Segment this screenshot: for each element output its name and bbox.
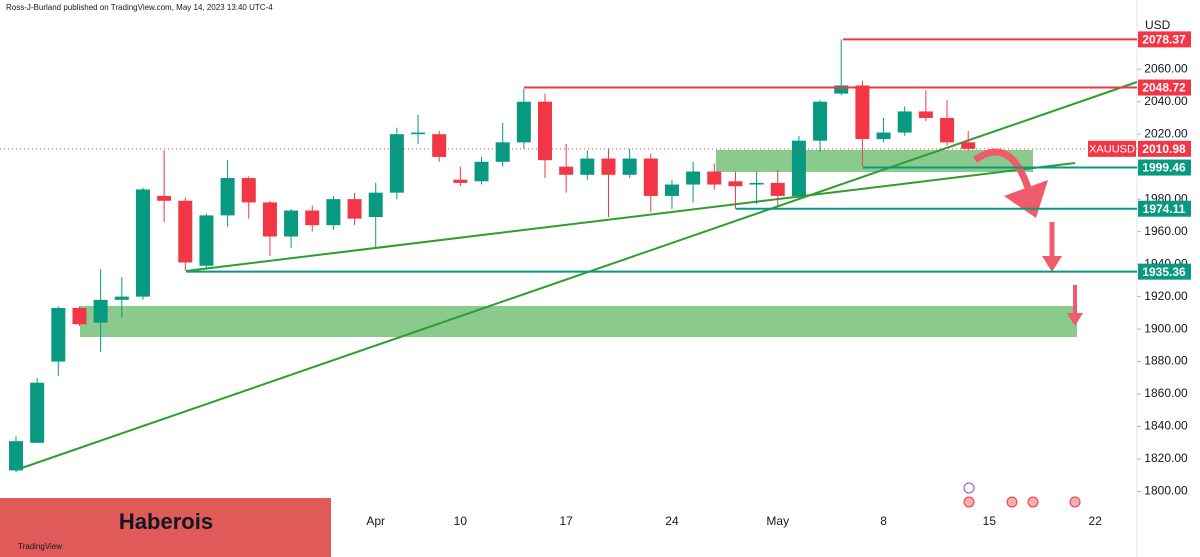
candle-body [622, 158, 637, 175]
level-label: 2048.72 [1142, 81, 1186, 95]
candle-body [601, 158, 616, 175]
candle-body [368, 192, 383, 218]
candle-body [707, 171, 722, 185]
last-price-box [1138, 140, 1191, 157]
y-tick-label: 1900.00 [1144, 321, 1188, 335]
currency: USD [1145, 18, 1171, 32]
candle-body [389, 134, 404, 193]
level-label-box [1138, 159, 1191, 176]
brand-box [0, 498, 331, 557]
arrow-head [1042, 256, 1062, 272]
y-tick-label: 2040.00 [1144, 94, 1188, 108]
level-label: 1935.36 [1142, 265, 1186, 279]
event-icon [1027, 496, 1039, 508]
candle-body [855, 85, 870, 140]
candle-body [262, 202, 277, 237]
candle-body [114, 296, 129, 300]
level-label-box [1138, 263, 1191, 280]
candle-body [241, 178, 256, 203]
candle-body [305, 210, 320, 226]
event-icon [1006, 496, 1018, 508]
candle-body [199, 215, 214, 266]
symbol-label: XAUUSD [1089, 144, 1135, 156]
candle-body [178, 200, 193, 263]
event-icon [963, 482, 975, 494]
y-tick-label: 1920.00 [1144, 289, 1188, 303]
candle-body [9, 441, 23, 471]
event-icon [963, 496, 975, 508]
level-label-box [1138, 79, 1191, 96]
x-tick-label: 24 [665, 514, 679, 528]
event-icon [1069, 496, 1081, 508]
x-tick-label: 22 [1088, 514, 1102, 528]
x-tick-label: 8 [880, 514, 887, 528]
candle-body [347, 199, 362, 219]
candle-body [135, 189, 150, 297]
y-tick-label: 1820.00 [1144, 451, 1188, 465]
candle-body [897, 111, 912, 133]
plot: 1800.00 1820.00 1840.00 1860.00 1880.00 1900.… [0, 31, 1191, 528]
candle-body [30, 382, 45, 443]
byline: Ross-J-Burland published on TradingView.… [6, 3, 273, 12]
candle-body [918, 111, 933, 118]
y-tick-label: 1860.00 [1144, 386, 1188, 400]
arrow-head [1067, 313, 1083, 326]
x-tick-label: May [766, 514, 789, 528]
level-label: 2078.37 [1142, 33, 1186, 47]
candle-body [728, 181, 743, 187]
y-tick-label: 2060.00 [1144, 61, 1188, 75]
x-tick-label: 15 [983, 514, 997, 528]
candle-body [326, 199, 341, 226]
candle-body [813, 101, 828, 141]
symbol-box [1088, 140, 1136, 157]
candle-body [516, 101, 531, 143]
candle-body [876, 132, 891, 140]
candle-body [686, 171, 701, 185]
x-tick-label: Apr [366, 514, 385, 528]
candle-body [157, 195, 172, 201]
y-tick-label: 1840.00 [1144, 419, 1188, 433]
candle-body [495, 142, 510, 162]
candle-body [220, 178, 235, 216]
candle-body [474, 161, 489, 182]
candle-body [834, 85, 849, 94]
level-label: 1999.46 [1142, 161, 1186, 175]
level-label-box [1138, 200, 1191, 217]
candle-body [411, 132, 426, 135]
candle-body [559, 166, 574, 175]
y-tick-label: 2020.00 [1144, 126, 1188, 140]
x-tick-label: 17 [559, 514, 573, 528]
candle-body [791, 140, 806, 196]
y-tick-label: 1880.00 [1144, 354, 1188, 368]
candle-body [940, 117, 955, 143]
candle-body [453, 179, 468, 183]
candle-body [93, 299, 108, 323]
candle-body [72, 307, 87, 325]
logo: TradingView [18, 542, 62, 551]
candle-body [749, 182, 764, 185]
support-zone [80, 306, 1077, 337]
candle-body [961, 142, 976, 149]
trendline [15, 81, 1138, 471]
candle-body [770, 182, 785, 196]
candle-body [664, 184, 679, 196]
y-tick-label: 1960.00 [1144, 224, 1188, 238]
candle-body [51, 307, 66, 362]
arrow [972, 148, 1032, 190]
candle-body [538, 101, 552, 161]
trendline [185, 162, 1076, 272]
y-tick-label: 1800.00 [1144, 484, 1188, 498]
level-label-box [1138, 31, 1191, 48]
candle-body [284, 210, 299, 237]
last-price-label: 2010.98 [1142, 142, 1186, 156]
level-label: 1974.11 [1143, 202, 1186, 216]
candle-body [432, 134, 447, 157]
candle-body [643, 158, 658, 196]
brand: Haberois [119, 509, 213, 534]
candle-body [580, 158, 595, 175]
x-tick-label: 10 [454, 514, 468, 528]
